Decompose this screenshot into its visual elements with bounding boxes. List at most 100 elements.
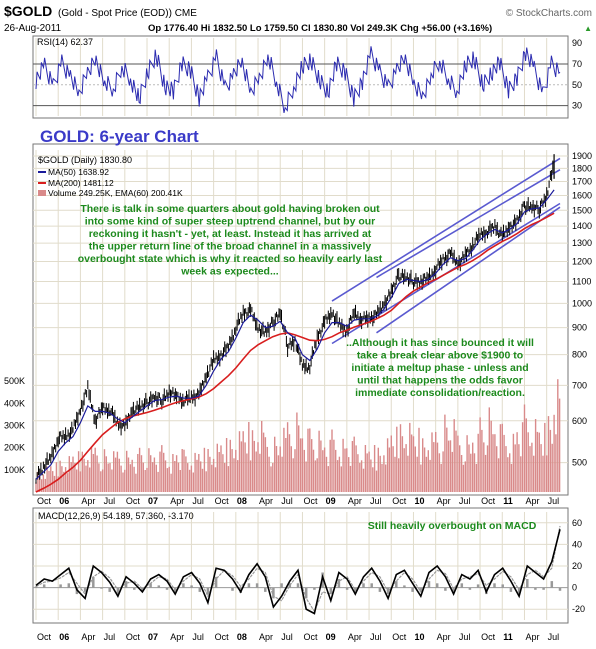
macd-tick-label: -20: [572, 604, 585, 614]
x-tick-label: 11: [503, 632, 513, 642]
price-tick-label: 1800: [572, 163, 592, 173]
x-tick-label: Apr: [170, 632, 184, 642]
macd-line: [35, 529, 561, 615]
rsi-tick-label: 30: [572, 101, 582, 111]
x-tick-label: Oct: [392, 632, 407, 642]
x-tick-label: 08: [237, 632, 247, 642]
annotation-line: until that happens the odds favor: [357, 375, 523, 387]
x-tick-label: 09: [326, 632, 336, 642]
x-tick-label: Jul: [459, 632, 471, 642]
volume-tick-label: 100K: [4, 465, 25, 475]
legend-ma200: MA(200) 1481.12: [48, 178, 114, 188]
x-tick-label: Apr: [525, 496, 539, 506]
trend-channel-line: [331, 157, 561, 302]
x-tick-label: 07: [148, 632, 158, 642]
x-tick-label: Oct: [37, 632, 52, 642]
trend-channel-line: [376, 206, 561, 334]
ohlc-stats: Op 1776.40 Hi 1832.50 Lo 1759.50 Cl 1830…: [148, 23, 492, 34]
chart-title: GOLD: 6-year Chart: [40, 127, 199, 146]
annotation-line: reckoning it hasn't - yet, at least. Ins…: [89, 228, 372, 240]
rsi-layer: [35, 46, 561, 114]
rsi-tick-label: 50: [572, 80, 582, 90]
ma200-line: [35, 212, 555, 493]
price-tick-label: 1900: [572, 151, 592, 161]
price-tick-label: 500: [572, 458, 587, 468]
x-tick-label: 06: [59, 496, 69, 506]
x-tick-label: Apr: [437, 496, 451, 506]
x-tick-label: 10: [414, 632, 424, 642]
x-tick-label: Oct: [126, 632, 141, 642]
annotation-line: the upper return line of the broad chann…: [89, 241, 372, 253]
x-tick-label: Jul: [281, 496, 293, 506]
x-tick-label: Oct: [37, 496, 52, 506]
ma50-line: [35, 189, 555, 480]
grid-lines: [33, 38, 568, 620]
annotation-line: week as expected...: [180, 266, 279, 278]
chart-description: (Gold - Spot Price (EOD)) CME: [58, 8, 197, 19]
x-tick-label: Oct: [126, 496, 141, 506]
volume-tick-label: 200K: [4, 443, 25, 453]
legend-volume-swatch: [38, 190, 46, 196]
x-tick-label: Apr: [259, 496, 273, 506]
volume-tick-label: 400K: [4, 398, 25, 408]
annotation-line: overbought state which is why it reacted…: [78, 253, 383, 265]
price-legend: $GOLD (Daily) 1830.80 MA(50) 1638.92 MA(…: [38, 155, 183, 198]
annotation-line: take a break clear above $1900 to: [357, 350, 523, 362]
x-tick-label: 10: [414, 496, 424, 506]
macd-tick-label: 0: [572, 583, 577, 593]
price-layer: [35, 154, 561, 493]
volume-tick-label: 500K: [4, 376, 25, 386]
x-tick-label: 06: [59, 632, 69, 642]
x-tick-label: 09: [326, 496, 336, 506]
axis-labels: Oct Oct 06 06 Apr Apr Jul Jul Oct Oct 07 07 Apr Apr Ju…: [4, 38, 592, 642]
volume-tick-label: 300K: [4, 420, 25, 430]
x-tick-label: Apr: [348, 632, 362, 642]
x-tick-label: Jul: [192, 496, 204, 506]
up-arrow-icon: ▲: [584, 24, 592, 33]
x-tick-label: Apr: [259, 632, 273, 642]
price-tick-label: 1000: [572, 298, 592, 308]
macd-tick-label: 20: [572, 561, 582, 571]
x-tick-label: Oct: [215, 496, 230, 506]
price-tick-label: 600: [572, 416, 587, 426]
x-tick-label: Jul: [370, 632, 382, 642]
x-tick-label: Oct: [392, 496, 407, 506]
x-tick-label: 07: [148, 496, 158, 506]
price-tick-label: 900: [572, 323, 587, 333]
macd-tick-label: 40: [572, 539, 582, 549]
x-tick-label: Jul: [281, 632, 293, 642]
x-tick-label: Apr: [81, 632, 95, 642]
macd-label: MACD(12,26,9) 54.189, 57.360, -3.170: [38, 511, 194, 521]
meltup-annotation: ..Although it has since bounced it will t…: [346, 337, 534, 399]
price-tick-label: 1300: [572, 238, 592, 248]
price-tick-label: 1100: [572, 277, 591, 287]
price-tick-label: 1400: [572, 221, 592, 231]
macd-layer: [34, 525, 562, 615]
price-tick-label: 700: [572, 380, 587, 390]
x-tick-label: Jul: [548, 496, 560, 506]
price-tick-label: 1200: [572, 257, 592, 267]
rsi-tick-label: 90: [572, 38, 582, 48]
x-tick-label: Apr: [81, 496, 95, 506]
annotation-line: ..Although it has since bounced it will: [346, 337, 534, 349]
chart-date: 26-Aug-2011: [4, 23, 62, 34]
chart-symbol: $GOLD: [4, 3, 52, 19]
x-tick-label: Apr: [525, 632, 539, 642]
macd-tick-label: 60: [572, 518, 582, 528]
x-tick-label: 11: [503, 496, 513, 506]
x-tick-label: Oct: [303, 632, 318, 642]
x-tick-label: Apr: [170, 496, 184, 506]
x-tick-label: Jul: [459, 496, 471, 506]
trend-channel-line: [376, 169, 561, 279]
price-tick-label: 1500: [572, 205, 592, 215]
channel-annotation: There is talk in some quarters about gol…: [78, 203, 383, 278]
price-tick-label: 1700: [572, 177, 592, 187]
x-tick-label: Apr: [437, 632, 451, 642]
x-tick-label: Jul: [192, 632, 204, 642]
x-tick-label: Oct: [303, 496, 318, 506]
legend-ma50: MA(50) 1638.92: [48, 167, 109, 177]
macd-annotation: Still heavily overbought on MACD: [368, 520, 537, 532]
x-tick-label: Jul: [370, 496, 382, 506]
legend-volume: Volume 249.25K, EMA(60) 200.41K: [48, 188, 183, 198]
